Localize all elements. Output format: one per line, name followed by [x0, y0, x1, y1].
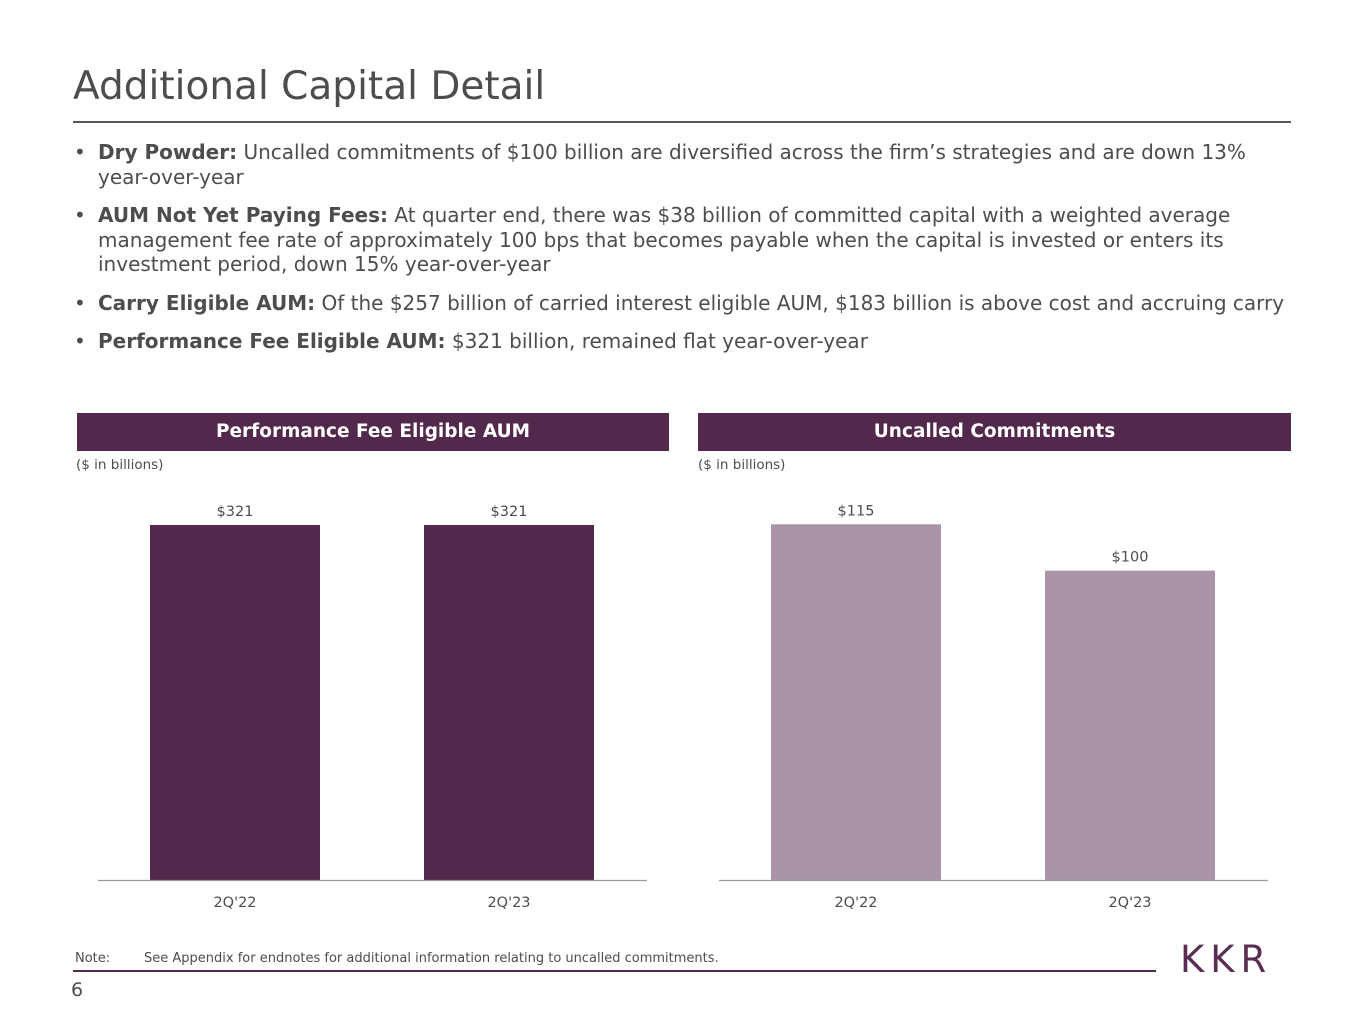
data-label: $115 [838, 503, 875, 519]
bullet-item: • Performance Fee Eligible AUM: $321 bill… [73, 329, 1293, 354]
bar-2q22 [150, 524, 320, 880]
page-number: 6 [71, 979, 84, 1001]
bullet-list: • Dry Powder: Uncalled commitments of $10… [73, 140, 1293, 368]
x-tick-label: 2Q'22 [834, 895, 877, 911]
units-label: ($ in billions) [76, 457, 164, 473]
page-title: Additional Capital Detail [73, 64, 546, 109]
bar-2q22 [771, 524, 941, 880]
bar-2q23 [1045, 570, 1215, 880]
bullet-heading: AUM Not Yet Paying Fees: [98, 203, 388, 227]
kkr-logo: KKR [1180, 938, 1273, 981]
units-label: ($ in billions) [698, 457, 786, 473]
bullet-heading: Carry Eligible AUM: [98, 290, 316, 315]
x-tick-label: 2Q'23 [487, 895, 530, 911]
title-divider [73, 121, 1291, 123]
data-label: $321 [491, 504, 528, 520]
chart-header-uncalled-commitments: Uncalled Commitments [698, 413, 1291, 451]
note-label: Note: [75, 951, 111, 966]
bullet-dot: • [74, 203, 86, 227]
data-label: $321 [217, 504, 254, 520]
bar-2q23 [424, 524, 594, 880]
bullet-dot: • [74, 140, 86, 164]
bullet-heading: Dry Powder: [98, 140, 238, 164]
bullet-text: $321 billion, remained flat year-over-ye… [445, 329, 868, 353]
note-text: See Appendix for endnotes for additional… [144, 951, 719, 966]
bullet-text: Uncalled commitments of $100 billion are… [98, 140, 1246, 189]
uncalled-commitments-chart: $115 2Q'22 $100 2Q'23 [719, 503, 1268, 911]
x-tick-label: 2Q'22 [213, 895, 256, 911]
performance-fee-chart: $321 2Q'22 $321 2Q'23 [98, 504, 647, 911]
x-tick-label: 2Q'23 [1108, 895, 1151, 911]
bullet-dot: • [74, 329, 86, 353]
footer-divider [73, 970, 1156, 972]
bullet-text: Of the $257 billion of carried interest … [315, 290, 1285, 315]
footnote: Note: See Appendix for endnotes for addit… [75, 951, 719, 966]
bullet-dot: • [74, 290, 86, 315]
bullet-item: • Dry Powder: Uncalled commitments of $10… [73, 140, 1293, 189]
bullet-item: • Carry Eligible AUM: Of the $257 billion… [73, 291, 1293, 316]
data-label: $100 [1112, 550, 1149, 566]
bullet-item: • AUM Not Yet Paying Fees: At quarter end… [73, 203, 1293, 277]
bullet-text: At quarter end, there was $38 billion of… [98, 203, 1231, 276]
bullet-heading: Performance Fee Eligible AUM: [98, 329, 446, 353]
chart-header-performance-fee: Performance Fee Eligible AUM [77, 413, 669, 451]
